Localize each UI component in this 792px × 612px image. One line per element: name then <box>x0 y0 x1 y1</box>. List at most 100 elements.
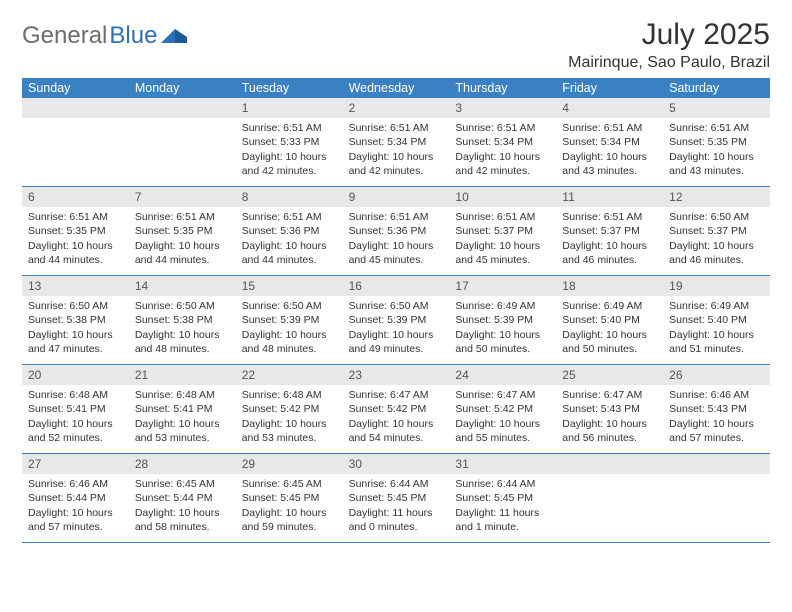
sunrise-line: Sunrise: 6:51 AM <box>455 210 550 224</box>
logo-mark-icon <box>161 22 187 50</box>
daylight-line: Daylight: 10 hours and 46 minutes. <box>669 239 764 267</box>
sunrise-line: Sunrise: 6:44 AM <box>455 477 550 491</box>
day-cell: 2Sunrise: 6:51 AMSunset: 5:34 PMDaylight… <box>343 98 450 186</box>
day-body <box>22 118 129 178</box>
day-number: 23 <box>343 365 450 385</box>
weekday-header-row: Sunday Monday Tuesday Wednesday Thursday… <box>22 78 770 98</box>
day-number: 25 <box>556 365 663 385</box>
daylight-line: Daylight: 10 hours and 48 minutes. <box>242 328 337 356</box>
daylight-line: Daylight: 10 hours and 50 minutes. <box>455 328 550 356</box>
daylight-line: Daylight: 10 hours and 47 minutes. <box>28 328 123 356</box>
daylight-line: Daylight: 10 hours and 59 minutes. <box>242 506 337 534</box>
day-body: Sunrise: 6:48 AMSunset: 5:42 PMDaylight:… <box>236 385 343 451</box>
day-number: 24 <box>449 365 556 385</box>
sunrise-line: Sunrise: 6:50 AM <box>135 299 230 313</box>
sunset-line: Sunset: 5:44 PM <box>135 491 230 505</box>
sunset-line: Sunset: 5:35 PM <box>28 224 123 238</box>
sunset-line: Sunset: 5:42 PM <box>349 402 444 416</box>
day-body <box>129 118 236 178</box>
sunrise-line: Sunrise: 6:50 AM <box>28 299 123 313</box>
daylight-line: Daylight: 10 hours and 43 minutes. <box>669 150 764 178</box>
weekday-header: Wednesday <box>343 78 450 98</box>
logo: GeneralBlue <box>22 18 187 50</box>
sunrise-line: Sunrise: 6:47 AM <box>349 388 444 402</box>
day-body: Sunrise: 6:47 AMSunset: 5:42 PMDaylight:… <box>449 385 556 451</box>
day-cell: 27Sunrise: 6:46 AMSunset: 5:44 PMDayligh… <box>22 454 129 542</box>
daylight-line: Daylight: 10 hours and 42 minutes. <box>349 150 444 178</box>
sunset-line: Sunset: 5:36 PM <box>349 224 444 238</box>
sunset-line: Sunset: 5:34 PM <box>455 135 550 149</box>
sunrise-line: Sunrise: 6:51 AM <box>455 121 550 135</box>
day-number: 4 <box>556 98 663 118</box>
sunset-line: Sunset: 5:37 PM <box>562 224 657 238</box>
day-number: 8 <box>236 187 343 207</box>
sunset-line: Sunset: 5:43 PM <box>669 402 764 416</box>
day-cell: 5Sunrise: 6:51 AMSunset: 5:35 PMDaylight… <box>663 98 770 186</box>
day-number: 22 <box>236 365 343 385</box>
day-cell: 8Sunrise: 6:51 AMSunset: 5:36 PMDaylight… <box>236 187 343 275</box>
day-cell: 29Sunrise: 6:45 AMSunset: 5:45 PMDayligh… <box>236 454 343 542</box>
week-row: 13Sunrise: 6:50 AMSunset: 5:38 PMDayligh… <box>22 276 770 365</box>
day-number: 29 <box>236 454 343 474</box>
sunrise-line: Sunrise: 6:51 AM <box>669 121 764 135</box>
sunrise-line: Sunrise: 6:48 AM <box>242 388 337 402</box>
day-body: Sunrise: 6:51 AMSunset: 5:37 PMDaylight:… <box>556 207 663 273</box>
day-body: Sunrise: 6:49 AMSunset: 5:40 PMDaylight:… <box>556 296 663 362</box>
day-body: Sunrise: 6:51 AMSunset: 5:34 PMDaylight:… <box>449 118 556 184</box>
daylight-line: Daylight: 10 hours and 44 minutes. <box>28 239 123 267</box>
daylight-line: Daylight: 10 hours and 55 minutes. <box>455 417 550 445</box>
day-number: 15 <box>236 276 343 296</box>
day-body: Sunrise: 6:50 AMSunset: 5:38 PMDaylight:… <box>129 296 236 362</box>
title-block: July 2025 Mairinque, Sao Paulo, Brazil <box>568 18 770 72</box>
sunrise-line: Sunrise: 6:46 AM <box>669 388 764 402</box>
day-cell: 24Sunrise: 6:47 AMSunset: 5:42 PMDayligh… <box>449 365 556 453</box>
day-cell: 19Sunrise: 6:49 AMSunset: 5:40 PMDayligh… <box>663 276 770 364</box>
day-body: Sunrise: 6:47 AMSunset: 5:43 PMDaylight:… <box>556 385 663 451</box>
sunset-line: Sunset: 5:39 PM <box>455 313 550 327</box>
daylight-line: Daylight: 10 hours and 52 minutes. <box>28 417 123 445</box>
sunset-line: Sunset: 5:45 PM <box>349 491 444 505</box>
sunset-line: Sunset: 5:39 PM <box>349 313 444 327</box>
sunrise-line: Sunrise: 6:48 AM <box>135 388 230 402</box>
day-cell <box>556 454 663 542</box>
day-body: Sunrise: 6:48 AMSunset: 5:41 PMDaylight:… <box>129 385 236 451</box>
day-cell: 11Sunrise: 6:51 AMSunset: 5:37 PMDayligh… <box>556 187 663 275</box>
location: Mairinque, Sao Paulo, Brazil <box>568 54 770 72</box>
day-number: 10 <box>449 187 556 207</box>
day-number: 28 <box>129 454 236 474</box>
sunset-line: Sunset: 5:37 PM <box>455 224 550 238</box>
day-number: 12 <box>663 187 770 207</box>
day-cell: 6Sunrise: 6:51 AMSunset: 5:35 PMDaylight… <box>22 187 129 275</box>
day-body: Sunrise: 6:50 AMSunset: 5:38 PMDaylight:… <box>22 296 129 362</box>
sunrise-line: Sunrise: 6:49 AM <box>669 299 764 313</box>
daylight-line: Daylight: 10 hours and 57 minutes. <box>669 417 764 445</box>
sunrise-line: Sunrise: 6:46 AM <box>28 477 123 491</box>
sunset-line: Sunset: 5:45 PM <box>455 491 550 505</box>
day-body: Sunrise: 6:51 AMSunset: 5:36 PMDaylight:… <box>236 207 343 273</box>
sunset-line: Sunset: 5:40 PM <box>669 313 764 327</box>
sunset-line: Sunset: 5:35 PM <box>135 224 230 238</box>
day-cell: 12Sunrise: 6:50 AMSunset: 5:37 PMDayligh… <box>663 187 770 275</box>
day-number: 13 <box>22 276 129 296</box>
day-number: 26 <box>663 365 770 385</box>
day-cell: 4Sunrise: 6:51 AMSunset: 5:34 PMDaylight… <box>556 98 663 186</box>
sunset-line: Sunset: 5:33 PM <box>242 135 337 149</box>
day-cell <box>663 454 770 542</box>
sunset-line: Sunset: 5:34 PM <box>349 135 444 149</box>
sunset-line: Sunset: 5:45 PM <box>242 491 337 505</box>
day-number: 1 <box>236 98 343 118</box>
sunrise-line: Sunrise: 6:51 AM <box>135 210 230 224</box>
day-cell: 15Sunrise: 6:50 AMSunset: 5:39 PMDayligh… <box>236 276 343 364</box>
day-body: Sunrise: 6:49 AMSunset: 5:40 PMDaylight:… <box>663 296 770 362</box>
day-body: Sunrise: 6:50 AMSunset: 5:39 PMDaylight:… <box>236 296 343 362</box>
weekday-header: Thursday <box>449 78 556 98</box>
weeks-container: 1 Sunrise: 6:51 AM Sunset: 5:33 PM Daylight… <box>22 98 770 543</box>
day-number: 18 <box>556 276 663 296</box>
day-body: Sunrise: 6:51 AMSunset: 5:36 PMDaylight:… <box>343 207 450 273</box>
day-cell: 9Sunrise: 6:51 AMSunset: 5:36 PMDaylight… <box>343 187 450 275</box>
day-number: 6 <box>22 187 129 207</box>
daylight-line: Daylight: 11 hours and 1 minute. <box>455 506 550 534</box>
day-body: Sunrise: 6:51 AMSunset: 5:34 PMDaylight:… <box>343 118 450 184</box>
sunset-line: Sunset: 5:42 PM <box>455 402 550 416</box>
day-body: Sunrise: 6:44 AMSunset: 5:45 PMDaylight:… <box>449 474 556 540</box>
